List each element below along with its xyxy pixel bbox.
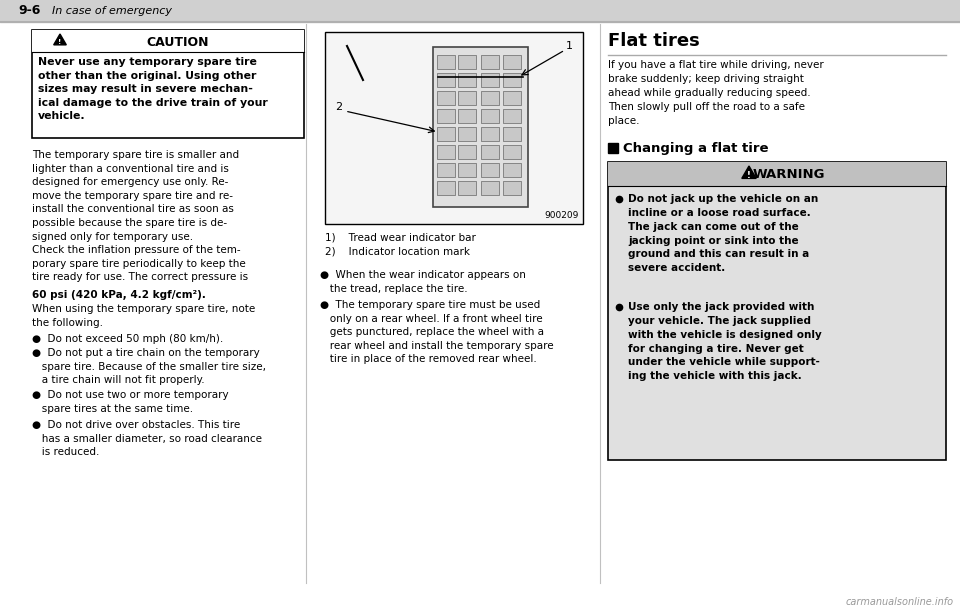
Bar	[433, 47, 528, 207]
Text: Use only the jack provided with
your vehicle. The jack supplied
with the vehicle: Use only the jack provided with your veh…	[628, 302, 822, 381]
Bar	[481, 73, 499, 87]
Text: Flat tires: Flat tires	[608, 32, 700, 50]
Text: ●  Do not exceed 50 mph (80 km/h).: ● Do not exceed 50 mph (80 km/h).	[32, 334, 224, 344]
Bar	[325, 32, 583, 224]
Text: carmanualsonline.info: carmanualsonline.info	[846, 597, 954, 607]
Bar	[503, 181, 521, 195]
Bar	[438, 181, 455, 195]
Text: 9-6: 9-6	[18, 4, 40, 18]
Text: ●  Do not use two or more temporary
   spare tires at the same time.: ● Do not use two or more temporary spare…	[32, 390, 228, 414]
Bar	[438, 109, 455, 123]
Bar	[32, 30, 304, 138]
Bar	[458, 109, 476, 123]
Text: 900209: 900209	[544, 211, 579, 220]
Text: !: !	[747, 171, 751, 180]
Bar	[32, 30, 304, 52]
Bar	[481, 163, 499, 177]
Text: Check the inflation pressure of the tem-
porary spare tire periodically to keep : Check the inflation pressure of the tem-…	[32, 245, 248, 282]
Bar	[481, 181, 499, 195]
Text: 1)    Tread wear indicator bar: 1) Tread wear indicator bar	[325, 232, 476, 242]
Bar	[481, 55, 499, 69]
Bar	[481, 91, 499, 105]
Polygon shape	[54, 34, 66, 45]
Text: 60 psi (420 kPa, 4.2 kgf/cm²).: 60 psi (420 kPa, 4.2 kgf/cm²).	[32, 290, 205, 300]
Bar	[608, 162, 946, 460]
Text: ●  When the wear indicator appears on
   the tread, replace the tire.: ● When the wear indicator appears on the…	[320, 270, 526, 294]
Bar	[503, 91, 521, 105]
Text: In case of emergency: In case of emergency	[52, 6, 172, 16]
Text: ●  Do not drive over obstacles. This tire
   has a smaller diameter, so road cle: ● Do not drive over obstacles. This tire…	[32, 420, 262, 457]
Bar	[503, 55, 521, 69]
Bar	[503, 145, 521, 159]
Polygon shape	[742, 166, 756, 178]
Bar	[608, 162, 946, 186]
Bar	[481, 109, 499, 123]
Text: ●  Do not put a tire chain on the temporary
   spare tire. Because of the smalle: ● Do not put a tire chain on the tempora…	[32, 348, 266, 385]
Text: When using the temporary spare tire, note
the following.: When using the temporary spare tire, not…	[32, 304, 255, 327]
Bar	[503, 73, 521, 87]
Bar	[458, 181, 476, 195]
Bar	[458, 91, 476, 105]
Text: The temporary spare tire is smaller and
lighter than a conventional tire and is
: The temporary spare tire is smaller and …	[32, 150, 239, 241]
Bar	[438, 55, 455, 69]
Bar	[481, 127, 499, 141]
Bar	[438, 127, 455, 141]
Text: 1: 1	[565, 41, 572, 51]
Bar	[458, 145, 476, 159]
Bar	[503, 127, 521, 141]
Text: WARNING: WARNING	[753, 169, 826, 181]
Bar	[608, 143, 618, 153]
Text: Do not jack up the vehicle on an
incline or a loose road surface.
The jack can c: Do not jack up the vehicle on an incline…	[628, 194, 818, 273]
Bar	[503, 163, 521, 177]
Text: 2: 2	[335, 102, 343, 112]
Bar	[458, 163, 476, 177]
Text: ●  The temporary spare tire must be used
   only on a rear wheel. If a front whe: ● The temporary spare tire must be used …	[320, 300, 554, 364]
Text: !: !	[59, 39, 61, 45]
Text: CAUTION: CAUTION	[147, 35, 209, 48]
Bar	[438, 145, 455, 159]
Text: Changing a flat tire: Changing a flat tire	[623, 142, 769, 155]
Bar	[503, 109, 521, 123]
Bar	[481, 145, 499, 159]
Bar	[438, 163, 455, 177]
Bar	[458, 55, 476, 69]
Text: 2)    Indicator location mark: 2) Indicator location mark	[325, 247, 470, 257]
Bar	[458, 127, 476, 141]
Text: Never use any temporary spare tire
other than the original. Using other
sizes ma: Never use any temporary spare tire other…	[38, 57, 268, 122]
Bar	[458, 73, 476, 87]
Bar	[438, 73, 455, 87]
Text: If you have a flat tire while driving, never
brake suddenly; keep driving straig: If you have a flat tire while driving, n…	[608, 60, 824, 126]
Bar	[438, 91, 455, 105]
Bar	[0, 0, 960, 22]
